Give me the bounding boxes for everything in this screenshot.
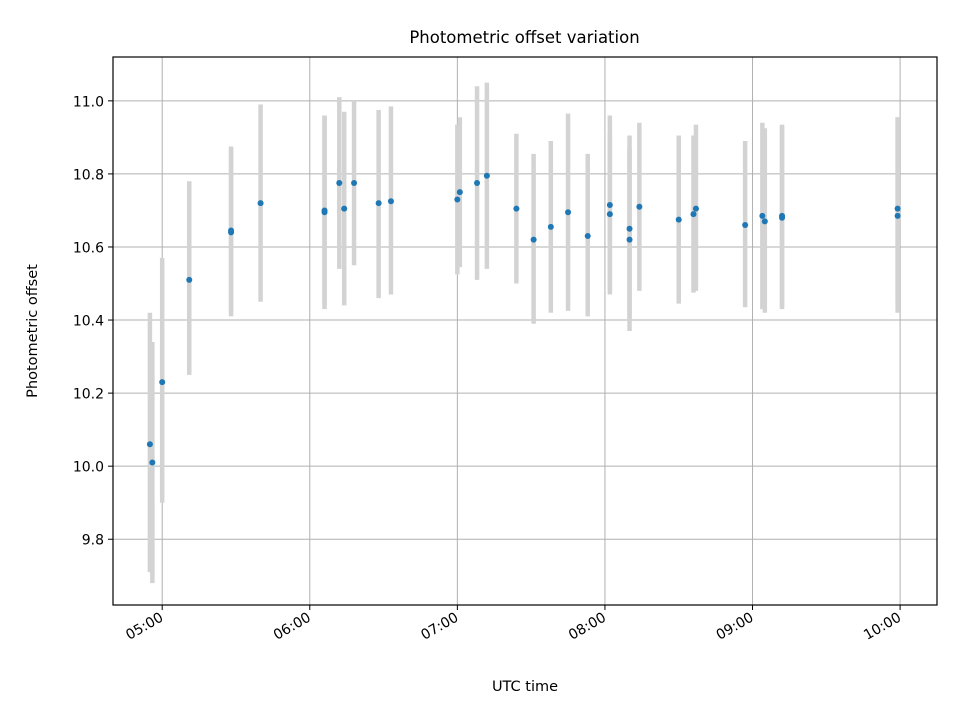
data-point [626,236,633,243]
y-tick-label: 10.8 [73,167,104,183]
data-point [228,227,235,234]
data-point [321,207,328,214]
data-point [375,200,382,207]
data-point [675,216,682,223]
data-point [456,189,463,196]
data-point [351,180,358,187]
data-point [149,459,156,466]
data-point [626,225,633,232]
data-point [387,198,394,205]
chart-title: Photometric offset variation [409,28,639,47]
plot-frame [112,56,938,606]
data-point [336,180,343,187]
data-point [454,196,461,203]
data-point [530,236,537,243]
y-tick-label: 10.4 [73,314,104,330]
data-point [146,441,153,448]
data-point [759,212,766,219]
grid [113,57,937,605]
data-point [690,211,697,218]
data-point [513,205,520,212]
y-axis: 9.8 10.0 10.2 10.4 10.6 10.8 11.0 [73,94,113,549]
y-tick-label: 11.0 [73,94,104,110]
data-point [474,180,481,187]
y-tick-label: 10.6 [73,240,104,256]
data-point [483,172,490,179]
y-tick-label: 10.0 [73,460,104,476]
data-point [341,205,348,212]
x-axis-label: UTC time [492,679,558,695]
y-axis-label: Photometric offset [25,264,41,398]
data-point [257,200,264,207]
y-tick-label: 9.8 [82,533,104,549]
data-point [636,203,643,210]
data-point [547,223,554,230]
data-point [606,201,613,208]
data-point [894,212,901,219]
data-point [606,211,613,218]
data-point [761,218,768,225]
data-point [742,222,749,229]
data-point [186,276,193,283]
data-point [894,205,901,212]
data-point [779,214,786,221]
data-point [692,205,699,212]
data-points [146,172,901,466]
data-point [584,233,591,240]
y-tick-label: 10.2 [73,387,104,403]
data-point [565,209,572,216]
data-point [159,379,166,386]
